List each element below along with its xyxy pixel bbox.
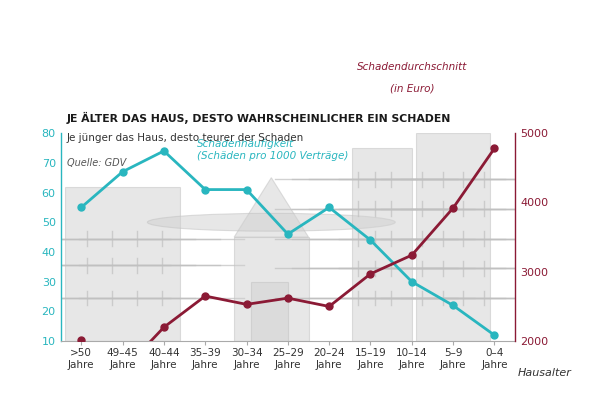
Bar [234, 237, 308, 341]
Bar [251, 282, 288, 341]
Text: Schadenhäufigkeit: Schadenhäufigkeit [197, 139, 294, 149]
Text: (Schäden pro 1000 Verträge): (Schäden pro 1000 Verträge) [197, 151, 348, 161]
Text: Schadendurchschnitt: Schadendurchschnitt [357, 62, 467, 72]
Text: (in Euro): (in Euro) [390, 83, 435, 93]
Bar [65, 187, 181, 341]
Text: JE ÄLTER DAS HAUS, DESTO WAHRSCHEINLICHER EIN SCHADEN: JE ÄLTER DAS HAUS, DESTO WAHRSCHEINLICHE… [67, 112, 451, 124]
Text: Hausalter: Hausalter [518, 368, 572, 378]
Circle shape [147, 213, 395, 231]
Polygon shape [234, 178, 308, 237]
Bar [352, 148, 412, 341]
Bar [416, 133, 490, 341]
Text: Je jünger das Haus, desto teurer der Schaden: Je jünger das Haus, desto teurer der Sch… [67, 133, 304, 143]
Text: Quelle: GDV: Quelle: GDV [67, 158, 126, 168]
